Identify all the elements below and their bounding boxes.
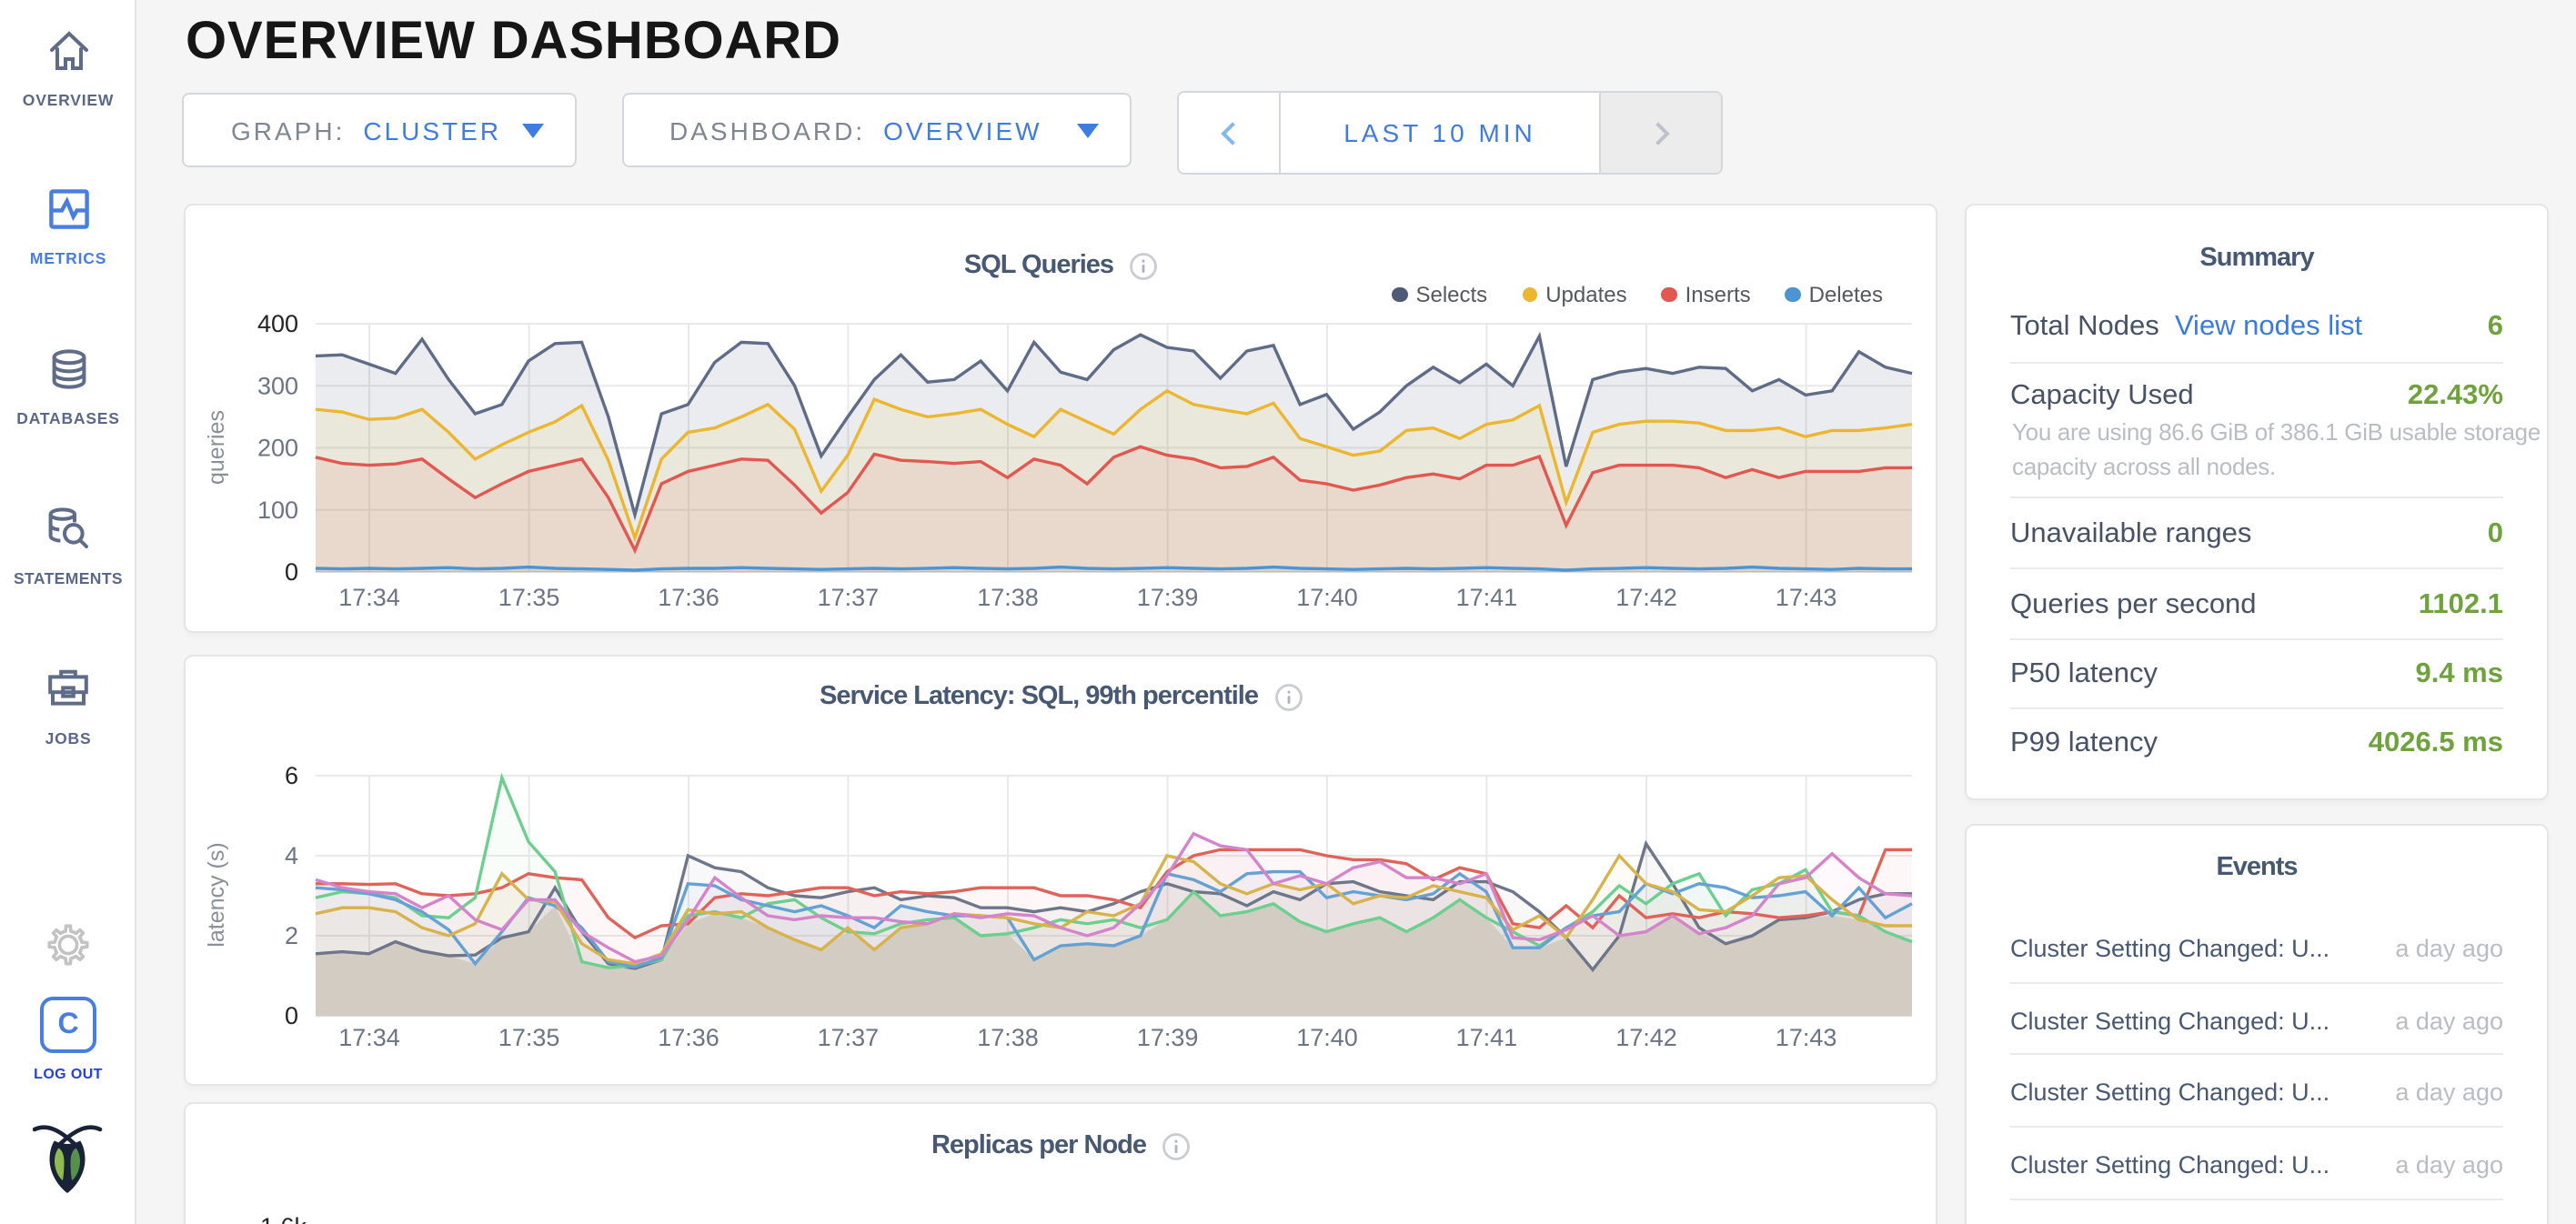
svg-text:queries: queries	[204, 410, 229, 485]
svg-text:17:36: 17:36	[658, 1024, 719, 1051]
svg-text:0: 0	[285, 558, 298, 586]
svg-text:300: 300	[257, 372, 298, 399]
svg-text:17:36: 17:36	[658, 584, 719, 611]
svg-text:17:40: 17:40	[1296, 1024, 1358, 1051]
svg-text:17:37: 17:37	[818, 584, 880, 611]
svg-text:200: 200	[257, 435, 298, 462]
svg-text:2: 2	[285, 922, 298, 949]
svg-text:17:43: 17:43	[1776, 1024, 1837, 1051]
svg-text:4: 4	[285, 842, 298, 869]
svg-text:17:41: 17:41	[1456, 1024, 1518, 1051]
svg-text:17:43: 17:43	[1776, 584, 1837, 611]
svg-text:17:38: 17:38	[977, 1024, 1039, 1051]
svg-text:17:42: 17:42	[1615, 584, 1677, 611]
svg-text:400: 400	[257, 310, 298, 337]
svg-text:17:34: 17:34	[338, 584, 400, 611]
svg-text:17:39: 17:39	[1137, 1024, 1199, 1051]
svg-text:17:35: 17:35	[498, 584, 560, 611]
svg-text:17:40: 17:40	[1296, 584, 1358, 611]
svg-text:100: 100	[257, 497, 298, 524]
svg-text:17:39: 17:39	[1137, 584, 1199, 611]
svg-text:17:34: 17:34	[338, 1024, 400, 1051]
svg-text:latency (s): latency (s)	[204, 842, 229, 947]
svg-text:17:38: 17:38	[977, 584, 1039, 611]
svg-text:6: 6	[285, 762, 298, 789]
svg-text:17:35: 17:35	[498, 1024, 560, 1051]
svg-text:17:42: 17:42	[1615, 1024, 1677, 1051]
svg-text:17:41: 17:41	[1456, 584, 1518, 611]
svg-text:17:37: 17:37	[818, 1024, 880, 1051]
svg-text:0: 0	[285, 1002, 298, 1029]
